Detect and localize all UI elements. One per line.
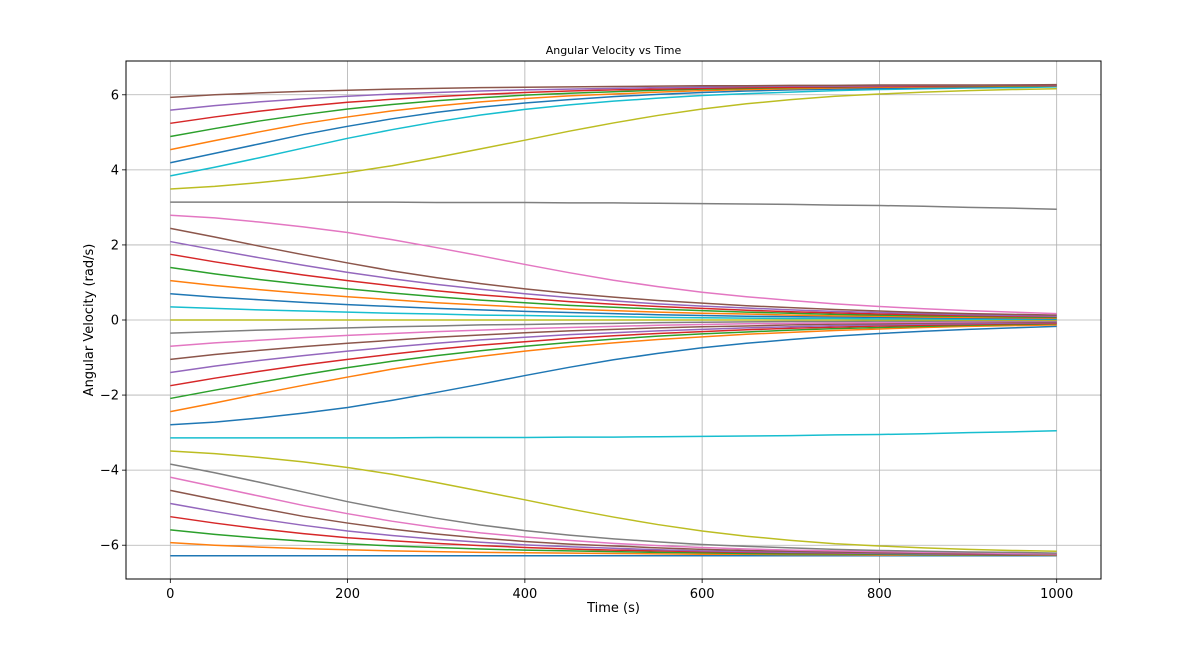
series-line [170,240,1057,317]
chart-title: Angular Velocity vs Time [546,44,682,57]
series-line [170,266,1057,319]
series-line [170,83,1057,99]
y-tick-label: 4 [111,163,119,178]
series-line [170,214,1057,315]
series-line [170,325,1057,426]
series-line [170,476,1057,555]
series-line [170,429,1057,439]
series-line [170,227,1057,316]
series-line [170,463,1057,554]
series-line [170,322,1057,387]
x-tick-label: 200 [335,587,360,602]
series-line [170,85,1057,164]
y-axis-label: Angular Velocity (rad/s) [82,244,97,397]
series-line [170,324,1057,413]
series-line [170,450,1057,552]
y-tick-label: 0 [111,314,119,329]
series-line [170,502,1057,556]
series-line [170,201,1057,211]
series-line [170,306,1057,320]
x-tick-label: 600 [690,587,715,602]
series-line [170,253,1057,318]
series-lines [170,83,1057,557]
x-tick-label: 1000 [1040,587,1073,602]
x-tick-label: 0 [166,587,174,602]
series-line [170,279,1057,319]
series-line [170,321,1057,374]
x-axis-label: Time (s) [586,601,640,616]
series-line [170,292,1057,320]
series-line [170,489,1057,555]
series-line [170,88,1057,190]
y-tick-label: 2 [111,238,119,253]
y-tick-label: 6 [111,88,119,103]
series-line [170,323,1057,400]
y-tick-label: −4 [100,464,119,479]
series-line [170,321,1057,361]
series-line [170,85,1057,151]
axis-ticks: 0 200 400 600 800 1000 −6 −4 −2 0 2 4 6 [100,88,1073,602]
y-tick-label: −2 [100,389,119,404]
series-line [170,86,1057,177]
series-line [170,320,1057,348]
x-tick-label: 800 [867,587,892,602]
x-tick-label: 400 [512,587,537,602]
y-tick-label: −6 [100,539,119,554]
series-line [170,320,1057,334]
series-line [170,84,1057,138]
